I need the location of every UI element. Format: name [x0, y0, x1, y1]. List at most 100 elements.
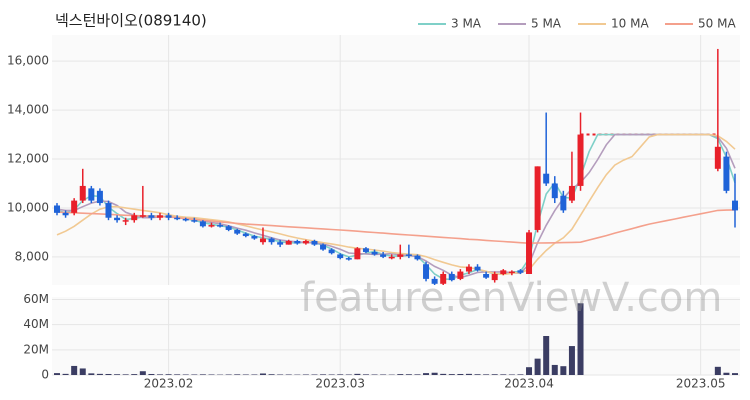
- volume-bar: [474, 374, 481, 375]
- volume-bar: [251, 374, 258, 375]
- candle-body: [199, 221, 206, 227]
- volume-bar: [517, 374, 524, 375]
- candle-body: [440, 273, 447, 284]
- candle-body: [457, 271, 464, 279]
- volume-bar: [508, 374, 515, 375]
- volume-bar: [131, 374, 138, 375]
- volume-bar: [320, 374, 327, 375]
- volume-bar: [534, 358, 541, 375]
- candle-body: [354, 248, 361, 260]
- candle-body: [500, 270, 507, 274]
- candle-body: [182, 218, 189, 221]
- volume-bar: [405, 374, 412, 375]
- volume-bar: [551, 364, 558, 375]
- candle-body: [405, 254, 412, 256]
- volume-tick-label: 20M: [23, 342, 49, 356]
- x-tick-label: 2023.03: [315, 377, 365, 391]
- volume-bar: [714, 366, 721, 375]
- candle-body: [251, 236, 258, 239]
- volume-bar: [234, 374, 241, 375]
- candle-body: [465, 266, 472, 272]
- candle-body: [491, 273, 498, 281]
- volume-bar: [328, 374, 335, 375]
- volume-bar: [337, 374, 344, 375]
- candle-body: [380, 254, 387, 257]
- y-tick-label: 8,000: [15, 249, 49, 263]
- candle-body: [517, 270, 524, 273]
- candle-body: [311, 240, 318, 245]
- volume-bar: [723, 372, 730, 375]
- volume-bar: [491, 374, 498, 375]
- volume-bar: [560, 366, 567, 375]
- candle-body: [96, 190, 103, 204]
- volume-bar: [208, 374, 215, 375]
- candle-body: [114, 217, 121, 221]
- candle-body: [714, 146, 721, 169]
- volume-bar: [577, 303, 584, 375]
- candle-body: [723, 156, 730, 191]
- candle-body: [397, 254, 404, 257]
- candle-body: [732, 200, 738, 211]
- legend-label: 5 MA: [531, 17, 562, 31]
- candle-body: [259, 238, 266, 243]
- volume-bar: [354, 373, 361, 375]
- candle-body: [139, 215, 146, 217]
- volume-panel: [52, 297, 740, 375]
- candle-body: [551, 183, 558, 199]
- x-tick-label: 2023.04: [504, 377, 554, 391]
- candle-body: [165, 215, 172, 218]
- legend-label: 3 MA: [451, 17, 482, 31]
- volume-bar: [397, 374, 404, 375]
- volume-bar: [431, 372, 438, 375]
- volume-bar: [174, 374, 181, 375]
- volume-bar: [277, 374, 284, 375]
- volume-tick-label: 40M: [23, 317, 49, 331]
- candle-body: [568, 185, 575, 201]
- volume-bar: [139, 371, 146, 375]
- ma-line: [56, 133, 736, 276]
- candle-body: [71, 200, 78, 213]
- price-panel: [52, 35, 740, 285]
- candle-body: [88, 188, 95, 201]
- candle-body: [345, 258, 352, 260]
- candle-body: [131, 215, 138, 221]
- volume-bar: [302, 374, 309, 375]
- candle-body: [268, 238, 275, 243]
- volume-bar: [457, 373, 464, 375]
- volume-bar: [96, 373, 103, 375]
- candle-body: [302, 240, 309, 244]
- candle-body: [508, 271, 515, 274]
- candle-body: [560, 195, 567, 211]
- y-tick-label: 12,000: [7, 152, 49, 166]
- volume-bar: [311, 374, 318, 375]
- candle-body: [217, 225, 224, 227]
- candle-body: [242, 233, 249, 237]
- x-tick-label: 2023.05: [676, 377, 726, 391]
- volume-bar: [732, 373, 738, 375]
- volume-bar: [182, 374, 189, 375]
- candle-body: [156, 215, 163, 218]
- candle-body: [191, 220, 198, 222]
- volume-bar: [79, 368, 86, 375]
- volume-bar: [414, 374, 421, 375]
- chart-title: 넥스턴바이오(089140): [55, 12, 207, 30]
- candle-body: [388, 256, 395, 259]
- volume-bar: [465, 373, 472, 375]
- volume-bar: [543, 336, 550, 375]
- watermark: feature.enViewV.com: [300, 275, 722, 321]
- candle-body: [285, 240, 292, 245]
- volume-bar: [423, 373, 430, 375]
- x-tick-label: 2023.02: [144, 377, 194, 391]
- volume-bar: [345, 374, 352, 375]
- candle-body: [448, 273, 455, 281]
- candle-body: [337, 254, 344, 259]
- volume-bar: [88, 373, 95, 375]
- volume-bar: [148, 373, 155, 375]
- candle-body: [577, 134, 584, 186]
- volume-bar: [380, 374, 387, 375]
- volume-bar: [62, 373, 69, 375]
- candle-body: [122, 220, 129, 222]
- candle-body: [54, 205, 60, 213]
- volume-bar: [156, 374, 163, 375]
